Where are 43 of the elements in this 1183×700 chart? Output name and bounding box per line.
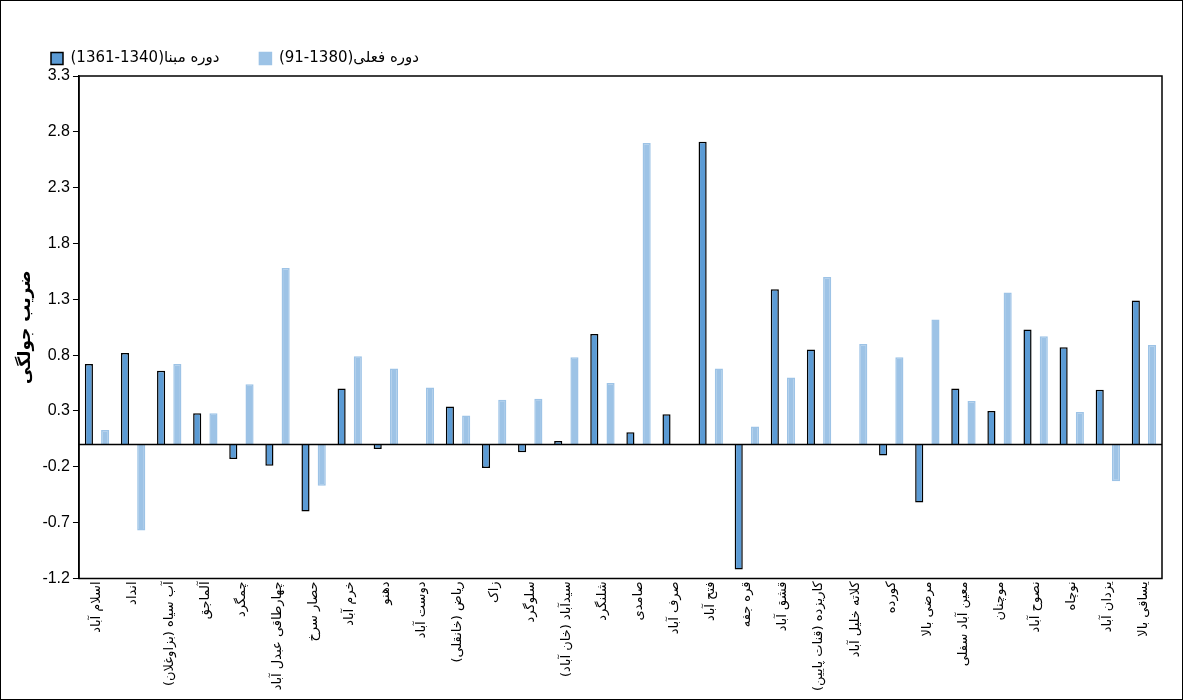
x-tick-label: حصار سرخ [305,581,321,642]
x-tick-label: سلوگرد [521,581,538,623]
legend-label: دوره مبنا(1340-1361) [70,48,220,67]
y-tick-label: 2.3 [47,178,71,196]
x-tick-label: آلماجق [195,580,213,620]
x-tick-label: مرضی بالا [918,581,935,637]
x-tick-label: معین آباد سفلی [953,581,971,667]
x-tick-label: دوست آباد [412,581,430,639]
y-tick-label: -1.2 [42,568,71,586]
x-tick-label: یزدان آباد [1098,581,1116,633]
x-tick-label: یساقی بالا [1135,581,1151,637]
legend-label: دوره فعلی(1380-91) [278,48,420,67]
y-tick-label: 2.8 [47,122,71,140]
x-tick-label: دهنو [377,581,394,606]
x-tick-label: انداد [124,581,140,605]
x-tick-label: نصوح آباد [1026,581,1044,633]
y-tick-label: 1.3 [47,289,71,307]
x-tick-label: قشق آباد [773,581,791,632]
x-tick-label: خرم آباد [340,581,358,626]
x-tick-label: کلاته خلیل آباد [845,580,862,658]
x-tick-label: کورده [882,580,899,614]
x-tick-label: نوچاه [1063,581,1080,611]
x-tick-label: صامدی [629,581,645,621]
x-tick-label: صرف آباد [665,581,683,635]
y-axis-title: ضریب جولگی [13,270,35,385]
y-tick-label: -0.2 [42,457,71,475]
x-tick-label: قره جفه [738,581,755,628]
x-tick-label: موچنان [990,581,1007,621]
x-tick-label: سیدآباد (خان آباد) [556,581,573,677]
y-tick-label: 3.3 [47,66,71,84]
x-tick-label: آب سیاه (بزاوغلان) [159,580,177,687]
x-tick-label: زاک [485,581,502,603]
y-tick-label: 0.3 [47,401,71,419]
y-tick-label: 0.8 [47,345,71,363]
x-tick-label: چهارطاقی عبدل آباد [267,581,285,691]
x-tick-label: چمگرد [232,581,249,618]
y-tick-label: -0.7 [42,513,71,530]
x-tick-label: کاریزده (قنات پایین) [810,580,827,692]
x-tick-label: ریاض (خانقلی) [449,581,466,663]
x-tick-label: فتح آباد [701,581,719,622]
x-tick-label: شلنگرد [593,581,610,621]
x-tick-label: اسلام آباد [87,581,104,633]
y-tick-label: 1.8 [47,233,71,251]
